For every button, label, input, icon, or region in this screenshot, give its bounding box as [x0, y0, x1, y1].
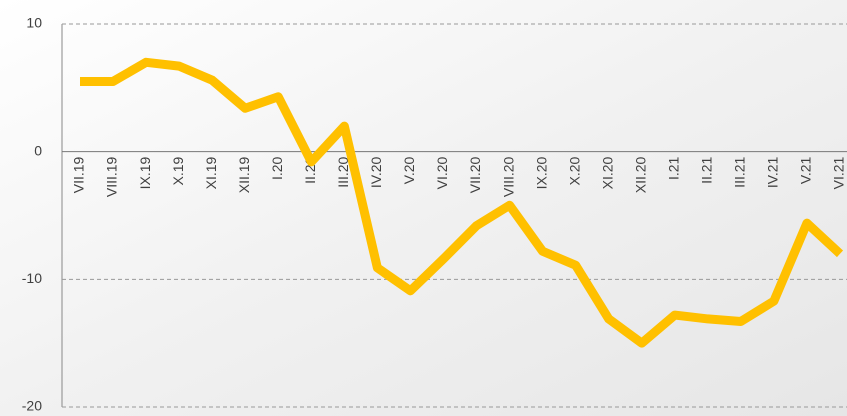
x-tick-label: IV.21 [765, 156, 781, 188]
x-tick-label: VI.21 [831, 156, 847, 189]
x-tick-label: V.20 [401, 156, 417, 184]
x-tick-label: X.19 [170, 156, 186, 185]
x-tick-label: III.20 [335, 156, 351, 187]
x-tick-label: II.21 [699, 156, 715, 183]
x-tick-label: IX.20 [533, 156, 549, 189]
x-tick-label: X.20 [566, 156, 582, 185]
x-tick-label: VII.19 [71, 156, 87, 193]
x-tick-label: I.20 [269, 156, 285, 180]
x-tick-label: V.21 [798, 156, 814, 184]
x-tick-label: VIII.19 [104, 156, 120, 197]
x-tick-label: VI.20 [434, 156, 450, 189]
x-tick-label: XII.20 [632, 156, 648, 193]
x-tick-label: IV.20 [368, 156, 384, 188]
x-tick-label: VII.20 [467, 156, 483, 193]
x-tick-label: XII.19 [236, 156, 252, 193]
x-tick-label: XI.19 [203, 156, 219, 189]
y-tick-label: -20 [22, 398, 42, 414]
y-tick-label: -10 [22, 270, 42, 286]
x-tick-label: IX.19 [137, 156, 153, 189]
line [80, 57, 844, 348]
x-tick-label: XI.20 [599, 156, 615, 189]
x-tick-label: I.21 [665, 156, 681, 180]
y-tick-label: 10 [26, 15, 42, 31]
x-tick-label: III.21 [732, 156, 748, 187]
y-tick-label: 0 [34, 142, 42, 158]
x-tick-label: VIII.20 [500, 156, 516, 197]
